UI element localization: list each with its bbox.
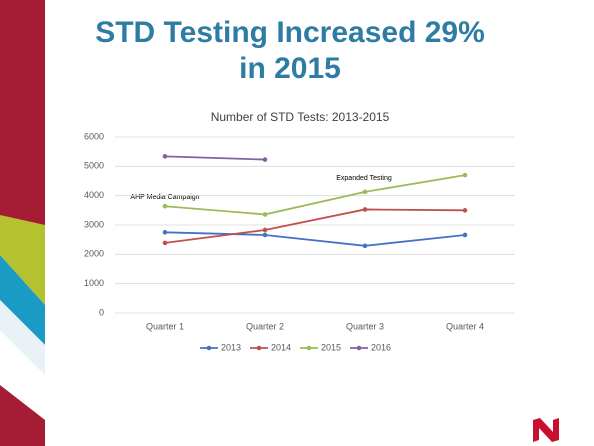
point xyxy=(362,207,368,212)
series-line xyxy=(164,231,466,247)
x-tick-label: Quarter 1 xyxy=(146,321,184,331)
point xyxy=(362,189,368,195)
point xyxy=(262,227,268,233)
y-tick-label: 6000 xyxy=(84,131,104,141)
y-tick-label: 1000 xyxy=(84,278,104,288)
slide-title: STD Testing Increased 29% xyxy=(95,16,485,49)
annotation: AHP Media Campaign xyxy=(130,194,199,201)
legend-swatch-dot xyxy=(206,345,212,351)
point xyxy=(462,172,468,178)
annotation: Expanded Testing xyxy=(336,175,392,182)
x-tick-label: Quarter 3 xyxy=(346,321,384,331)
x-tick-label: Quarter 4 xyxy=(446,321,484,331)
series-line xyxy=(164,174,466,216)
side-band-teal xyxy=(0,255,45,345)
point xyxy=(162,230,168,235)
legend-swatch-dot xyxy=(306,345,312,351)
legend-label: 2016 xyxy=(371,342,391,352)
legend-swatch-dot xyxy=(256,345,262,351)
slide-title: in 2015 xyxy=(239,52,341,85)
point xyxy=(162,240,168,246)
side-band xyxy=(0,0,45,225)
chart-title: Number of STD Tests: 2013-2015 xyxy=(211,110,390,124)
legend-label: 2014 xyxy=(271,342,291,352)
legend-swatch-dot xyxy=(356,345,362,351)
point xyxy=(262,157,268,162)
point xyxy=(262,212,268,217)
side-band-green xyxy=(0,215,45,305)
y-tick-label: 3000 xyxy=(84,219,104,229)
x-tick-label: Quarter 2 xyxy=(246,321,284,331)
point xyxy=(462,208,468,213)
side-band-bottom xyxy=(0,385,45,446)
series-line xyxy=(164,155,266,161)
y-tick-label: 2000 xyxy=(84,249,104,259)
legend-label: 2013 xyxy=(221,342,241,352)
point xyxy=(462,232,468,238)
point xyxy=(162,203,168,209)
y-tick-label: 5000 xyxy=(84,161,104,171)
side-band-light xyxy=(0,300,45,375)
logo-mark xyxy=(533,418,559,442)
y-tick-label: 4000 xyxy=(84,190,104,200)
point xyxy=(362,243,368,249)
y-tick-label: 0 xyxy=(99,307,104,317)
legend-label: 2015 xyxy=(321,342,341,352)
logo xyxy=(533,418,559,442)
series-line xyxy=(164,208,466,244)
point xyxy=(162,154,168,159)
point xyxy=(262,232,268,238)
